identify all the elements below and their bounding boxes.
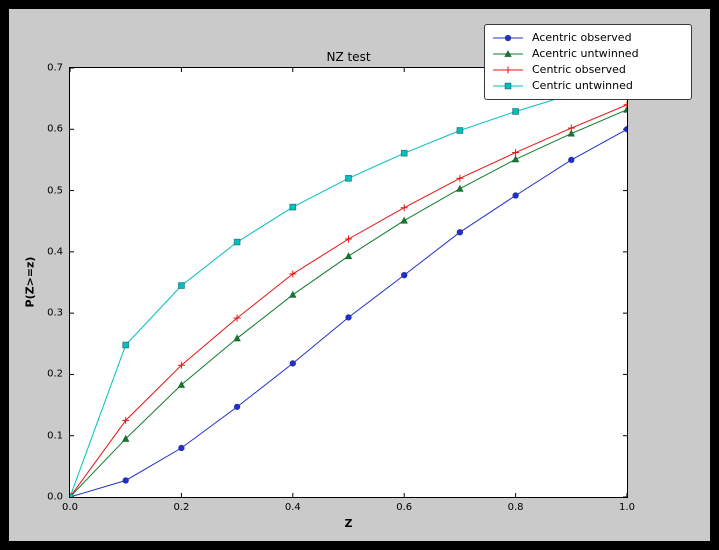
series-line bbox=[70, 77, 627, 497]
plot-area bbox=[69, 67, 628, 498]
x-tick-label: 0.2 bbox=[173, 502, 190, 513]
legend-sample-circle bbox=[493, 34, 523, 42]
legend-entry: Centric observed bbox=[491, 62, 685, 78]
chart-title: NZ test bbox=[326, 50, 371, 64]
triangle-marker-icon bbox=[121, 434, 130, 442]
square-marker-icon bbox=[178, 282, 185, 289]
circle-marker-icon bbox=[456, 228, 464, 236]
triangle-marker-icon bbox=[177, 380, 186, 388]
square-marker-icon bbox=[345, 174, 352, 182]
square-marker-icon bbox=[504, 82, 512, 90]
x-tick-label: 0.8 bbox=[507, 502, 524, 513]
triangle-marker-icon bbox=[400, 216, 409, 224]
x-tick-label: 0.0 bbox=[62, 502, 78, 513]
y-tick-label: 0.5 bbox=[47, 185, 63, 197]
legend-sample-square bbox=[493, 82, 523, 90]
circle-marker-icon bbox=[233, 403, 241, 411]
triangle-marker-icon bbox=[623, 105, 627, 113]
series-line bbox=[70, 109, 627, 497]
y-tick-label: 0.6 bbox=[47, 123, 63, 135]
square-marker-icon bbox=[70, 493, 74, 497]
circle-marker-icon bbox=[400, 271, 408, 279]
y-tick-label: 0.7 bbox=[47, 62, 63, 74]
legend-entry: Acentric observed bbox=[491, 30, 685, 46]
y-tick-label: 0.1 bbox=[47, 430, 63, 442]
x-tick-label: 0.4 bbox=[284, 502, 301, 513]
x-tick-label: 1.0 bbox=[619, 502, 635, 513]
plot-canvas bbox=[70, 68, 627, 497]
legend-label: Centric observed bbox=[532, 63, 626, 76]
legend-label: Acentric untwinned bbox=[532, 47, 639, 60]
circle-marker-icon bbox=[567, 156, 575, 164]
y-tick-label: 0.4 bbox=[47, 246, 63, 258]
circle-marker-icon bbox=[504, 34, 512, 42]
legend-label: Acentric observed bbox=[532, 31, 632, 44]
y-axis-label: P(Z>=z) bbox=[23, 256, 37, 308]
triangle-marker-icon bbox=[504, 49, 512, 58]
legend-entry: Acentric untwinned bbox=[491, 46, 685, 62]
x-axis-label: Z bbox=[344, 517, 353, 530]
triangle-marker-icon bbox=[567, 129, 576, 137]
x-tick-label: 0.6 bbox=[396, 502, 413, 513]
circle-marker-icon bbox=[178, 444, 185, 452]
figure-canvas: NZ test Z P(Z>=z) 0.0 0.2 0.4 0.6 0.8 1.0 0.0 0… bbox=[9, 9, 710, 541]
square-marker-icon bbox=[400, 149, 408, 157]
legend-entry: Centric untwinned bbox=[491, 78, 685, 94]
square-marker-icon bbox=[512, 108, 519, 115]
y-tick-label: 0.0 bbox=[47, 491, 63, 503]
y-tick-label: 0.3 bbox=[47, 307, 63, 319]
square-marker-icon bbox=[122, 341, 130, 349]
triangle-marker-icon bbox=[456, 184, 464, 192]
square-marker-icon bbox=[233, 238, 241, 246]
circle-marker-icon bbox=[512, 192, 519, 199]
series-line bbox=[70, 104, 627, 497]
circle-marker-icon bbox=[289, 360, 297, 367]
y-tick-label: 0.2 bbox=[47, 368, 63, 380]
legend-sample-plus bbox=[493, 66, 523, 74]
legend: Acentric observed Acentric untwinned Centr… bbox=[484, 24, 692, 100]
triangle-marker-icon bbox=[511, 155, 520, 163]
square-marker-icon bbox=[289, 203, 297, 211]
triangle-marker-icon bbox=[344, 251, 353, 260]
square-marker-icon bbox=[456, 127, 464, 134]
series-line bbox=[70, 128, 627, 497]
circle-marker-icon bbox=[623, 125, 627, 133]
circle-marker-icon bbox=[122, 477, 130, 484]
legend-label: Centric untwinned bbox=[532, 79, 633, 92]
triangle-marker-icon bbox=[233, 334, 241, 342]
triangle-marker-icon bbox=[288, 290, 297, 298]
legend-sample-triangle bbox=[493, 49, 523, 58]
circle-marker-icon bbox=[345, 314, 352, 321]
